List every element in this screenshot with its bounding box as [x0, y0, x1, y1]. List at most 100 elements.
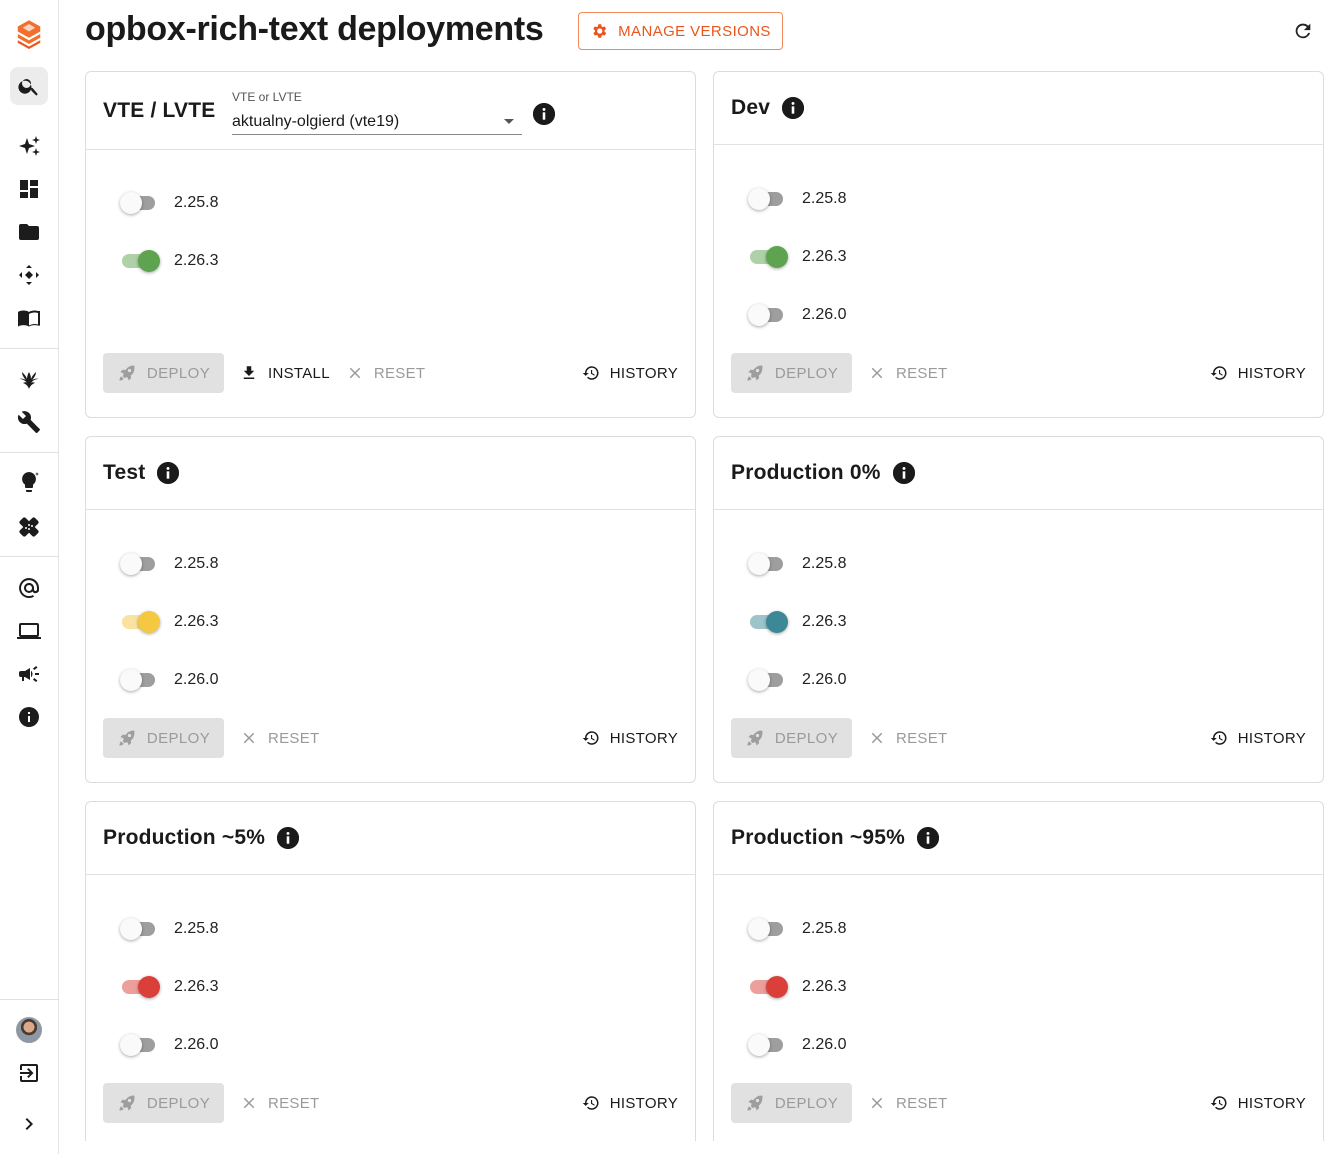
- manage-versions-button[interactable]: MANAGE VERSIONS: [578, 12, 783, 50]
- version-switch[interactable]: [748, 918, 788, 940]
- avatar[interactable]: [16, 1017, 42, 1043]
- close-icon: [868, 364, 886, 382]
- deploy-button[interactable]: DEPLOY: [731, 718, 852, 758]
- reset-button[interactable]: RESET: [346, 364, 426, 382]
- version-switch[interactable]: [120, 611, 160, 633]
- version-switch[interactable]: [748, 669, 788, 691]
- rocket-icon: [117, 728, 137, 748]
- logout-icon[interactable]: [14, 1058, 44, 1088]
- info-icon[interactable]: [277, 827, 300, 849]
- card-title: Dev: [731, 96, 771, 119]
- card-title: Test: [103, 461, 146, 484]
- diamond-arrows-icon[interactable]: [14, 260, 44, 290]
- version-toggle-row: 2.25.8: [748, 188, 846, 210]
- version-switch[interactable]: [748, 553, 788, 575]
- card-actions: DEPLOY RESET HISTORY: [103, 1083, 678, 1123]
- book-icon[interactable]: [14, 303, 44, 333]
- deploy-button[interactable]: DEPLOY: [103, 718, 224, 758]
- card-dev: Dev DEPLOY RESET HISTORY 2.25.8 2.26.3 2.2…: [713, 71, 1324, 418]
- sparkles-icon[interactable]: [14, 131, 44, 161]
- lightbulb-icon[interactable]: [14, 467, 44, 497]
- card-header: Test: [86, 437, 695, 510]
- history-label: HISTORY: [609, 1094, 678, 1112]
- switch-thumb: [766, 976, 788, 998]
- version-switch[interactable]: [120, 918, 160, 940]
- history-button[interactable]: HISTORY: [582, 1094, 678, 1112]
- version-switch[interactable]: [748, 1034, 788, 1056]
- history-button[interactable]: HISTORY: [1210, 1094, 1306, 1112]
- bird-logo-icon[interactable]: [14, 364, 44, 394]
- card-header: VTE / LVTE: [86, 72, 695, 150]
- history-button[interactable]: HISTORY: [1210, 729, 1306, 747]
- switch-thumb: [120, 553, 142, 575]
- version-label: 2.26.0: [174, 671, 219, 688]
- deploy-button[interactable]: DEPLOY: [103, 353, 224, 393]
- switch-thumb: [748, 188, 770, 210]
- reset-button[interactable]: RESET: [868, 1094, 948, 1112]
- version-label: 2.26.3: [174, 252, 219, 269]
- vte-select-value[interactable]: aktualny-olgierd (vte19): [232, 109, 522, 135]
- history-icon: [1210, 729, 1228, 747]
- megaphone-icon[interactable]: [14, 659, 44, 689]
- info-icon[interactable]: [157, 462, 180, 484]
- version-toggle-row: 2.26.0: [748, 304, 846, 326]
- reset-button[interactable]: RESET: [868, 729, 948, 747]
- install-button[interactable]: INSTALL: [240, 364, 330, 382]
- info-icon[interactable]: [533, 103, 555, 125]
- reset-label: RESET: [896, 364, 948, 382]
- version-switch[interactable]: [120, 1034, 160, 1056]
- switch-thumb: [138, 611, 160, 633]
- history-icon: [582, 364, 600, 382]
- deploy-button[interactable]: DEPLOY: [103, 1083, 224, 1123]
- version-switch[interactable]: [748, 611, 788, 633]
- version-label: 2.26.0: [802, 306, 847, 323]
- switch-thumb: [138, 976, 160, 998]
- reset-button[interactable]: RESET: [868, 364, 948, 382]
- reset-button[interactable]: RESET: [240, 1094, 320, 1112]
- version-switch[interactable]: [748, 246, 788, 268]
- card-header: Production ~5%: [86, 802, 695, 875]
- deploy-button[interactable]: DEPLOY: [731, 1083, 852, 1123]
- switch-thumb: [120, 918, 142, 940]
- bandage-icon[interactable]: [14, 512, 44, 542]
- history-button[interactable]: HISTORY: [1210, 364, 1306, 382]
- card-title: Production ~95%: [731, 826, 905, 849]
- version-switch[interactable]: [748, 976, 788, 998]
- dashboard-icon[interactable]: [14, 174, 44, 204]
- switch-thumb: [748, 1034, 770, 1056]
- version-switch[interactable]: [120, 669, 160, 691]
- card-actions: DEPLOY INSTALL RESET HISTORY: [103, 353, 678, 393]
- info-icon[interactable]: [782, 97, 805, 119]
- info-icon[interactable]: [892, 462, 915, 484]
- chevron-right-icon[interactable]: [14, 1109, 44, 1139]
- version-switch[interactable]: [748, 304, 788, 326]
- info-icon[interactable]: [916, 827, 939, 849]
- reset-button[interactable]: RESET: [240, 729, 320, 747]
- vte-select[interactable]: VTE or LVTE aktualny-olgierd (vte19): [232, 90, 522, 135]
- history-icon: [1210, 1094, 1228, 1112]
- card-title: Production 0%: [731, 461, 881, 484]
- version-switch[interactable]: [120, 976, 160, 998]
- version-toggle-row: 2.26.0: [120, 669, 218, 691]
- refresh-icon[interactable]: [1290, 18, 1316, 44]
- wrench-icon[interactable]: [14, 407, 44, 437]
- switch-thumb: [138, 250, 160, 272]
- history-icon: [582, 1094, 600, 1112]
- app-logo-icon[interactable]: [12, 17, 46, 51]
- deploy-button[interactable]: DEPLOY: [731, 353, 852, 393]
- history-button[interactable]: HISTORY: [582, 364, 678, 382]
- version-switch[interactable]: [120, 250, 160, 272]
- version-switch[interactable]: [120, 553, 160, 575]
- search-icon[interactable]: [10, 67, 48, 105]
- version-switch[interactable]: [748, 188, 788, 210]
- sidebar-divider: [0, 999, 59, 1000]
- info-icon[interactable]: [14, 702, 44, 732]
- card-actions: DEPLOY RESET HISTORY: [731, 353, 1306, 393]
- rocket-icon: [745, 363, 765, 383]
- folder-icon[interactable]: [14, 217, 44, 247]
- version-switch[interactable]: [120, 192, 160, 214]
- vte-select-text: aktualny-olgierd (vte19): [232, 112, 400, 130]
- at-sign-icon[interactable]: [14, 573, 44, 603]
- history-button[interactable]: HISTORY: [582, 729, 678, 747]
- laptop-icon[interactable]: [14, 616, 44, 646]
